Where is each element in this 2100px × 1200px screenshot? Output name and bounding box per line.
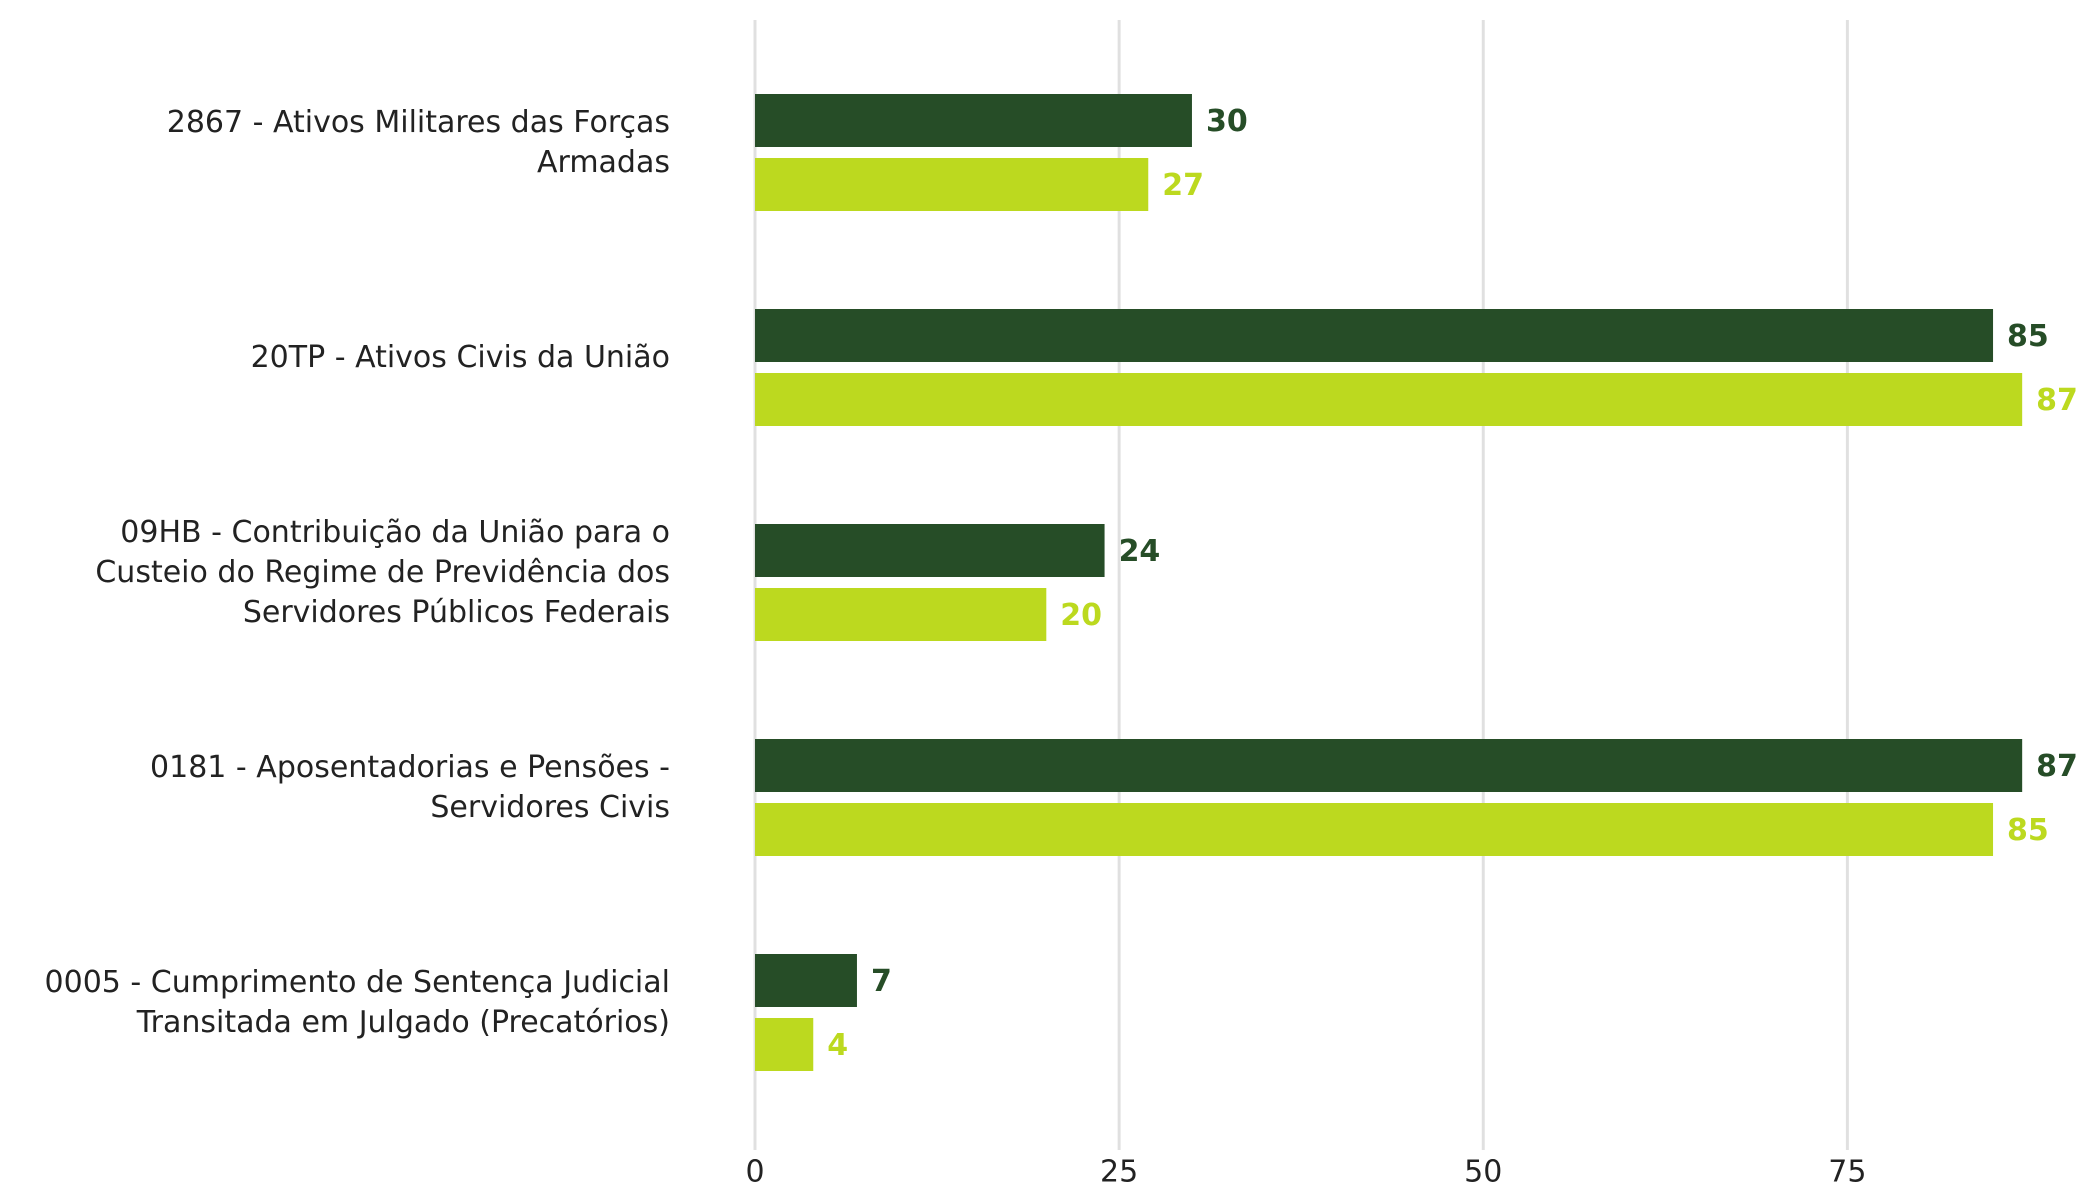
bar bbox=[755, 373, 2023, 426]
data-label: 85 bbox=[2007, 319, 2049, 354]
data-label: 87 bbox=[2036, 383, 2078, 418]
data-label: 30 bbox=[1206, 104, 1248, 139]
bar bbox=[755, 954, 857, 1007]
x-tick-label: 75 bbox=[1828, 1155, 1866, 1190]
y-tick-label: 0005 - Cumprimento de Sentença Judicial … bbox=[44, 964, 670, 1040]
data-label: 87 bbox=[2036, 749, 2078, 784]
data-label: 4 bbox=[827, 1028, 848, 1063]
y-tick-label: 20TP - Ativos Civis da União bbox=[250, 339, 670, 375]
x-tick-label: 50 bbox=[1464, 1155, 1502, 1190]
bar bbox=[755, 803, 1994, 856]
data-label: 24 bbox=[1119, 534, 1161, 569]
data-label: 20 bbox=[1060, 598, 1102, 633]
bar bbox=[755, 739, 2023, 792]
x-tick-label: 0 bbox=[745, 1155, 764, 1190]
x-tick-label: 25 bbox=[1100, 1155, 1138, 1190]
bar bbox=[755, 1018, 814, 1071]
y-tick-label: 09HB - Contribuição da União para o Cust… bbox=[95, 514, 670, 630]
data-label: 7 bbox=[871, 964, 892, 999]
data-label: 85 bbox=[2007, 813, 2049, 848]
data-label: 27 bbox=[1162, 168, 1204, 203]
y-tick-label: 0181 - Aposentadorias e Pensões - Servid… bbox=[150, 749, 670, 825]
y-tick-label: 2867 - Ativos Militares das Forças Armad… bbox=[166, 104, 670, 180]
bar bbox=[755, 158, 1149, 211]
bar bbox=[755, 524, 1105, 577]
bar bbox=[755, 309, 1994, 362]
bar bbox=[755, 588, 1047, 641]
bar bbox=[755, 94, 1192, 147]
